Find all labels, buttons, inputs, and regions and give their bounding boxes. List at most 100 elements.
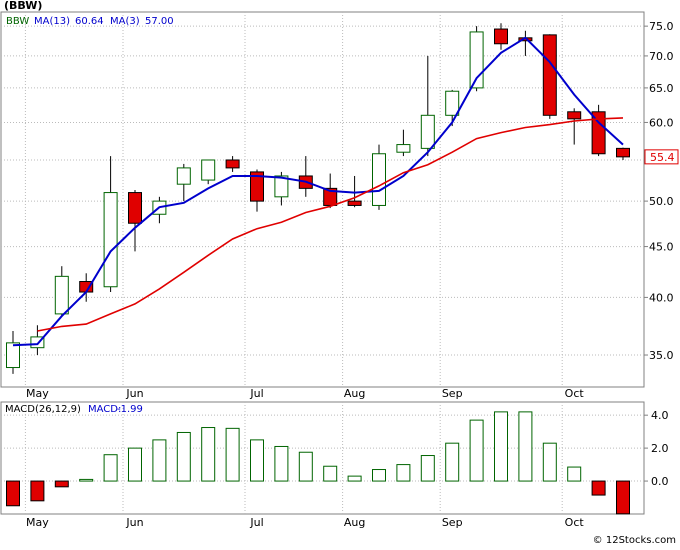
candle-body-up <box>396 144 411 153</box>
candle-body-up <box>103 192 118 288</box>
x-tick-label: Aug <box>344 387 365 400</box>
macd-bar-positive <box>298 451 313 482</box>
x-tick-label: Jul <box>249 387 263 400</box>
candle <box>225 156 240 172</box>
candle <box>250 169 264 212</box>
macd-legend: MACD(26,12,9) MACD: -1.99 <box>5 404 143 415</box>
candle-body-down <box>323 187 338 206</box>
candle <box>542 34 557 119</box>
macd-bar-positive <box>494 411 508 482</box>
candle <box>420 55 435 157</box>
macd-bar-positive <box>103 454 118 482</box>
macd-bar-positive <box>542 442 557 482</box>
macd-bar-positive <box>567 466 582 482</box>
macd-bar-positive <box>372 469 386 482</box>
x-tick-label: Oct <box>565 387 585 400</box>
x-tick-label: Jun <box>125 516 143 529</box>
candle-body-down <box>567 111 582 120</box>
candle <box>445 89 460 127</box>
macd-bar-positive <box>250 439 264 482</box>
candle-body-up <box>6 342 20 369</box>
candle-body-down <box>225 159 240 169</box>
x-tick-label: Sep <box>442 387 463 400</box>
candle <box>494 23 508 50</box>
macd-bar-positive <box>469 419 484 482</box>
x-tick-label: Sep <box>442 516 463 529</box>
macd-bar-negative <box>54 480 69 488</box>
macd-grid <box>1 402 644 514</box>
macd-x-axis: May Jun Jul Aug Sep Oct <box>26 516 584 529</box>
legend-ma13-label: MA(13) <box>34 16 70 27</box>
macd-bar-negative <box>30 480 45 502</box>
price-legend: BBW MA(13) 60.64 MA(3) 57.00 <box>6 16 174 27</box>
legend-ma3-label: MA(3) <box>110 16 140 27</box>
candle <box>6 331 20 374</box>
candle <box>201 159 216 185</box>
candle <box>176 163 191 202</box>
price-tick-label: 50.0 <box>649 195 674 208</box>
candle <box>347 175 362 208</box>
price-tick-label: 45.0 <box>649 241 674 254</box>
macd-legend-value: -1.99 <box>117 404 143 415</box>
macd-legend-value-label: MACD: <box>88 404 121 415</box>
macd-tick-label: 2.0 <box>651 442 669 455</box>
candle-body-up <box>201 159 216 181</box>
macd-bar-negative <box>6 480 20 507</box>
price-tick-label: 60.0 <box>649 116 674 129</box>
candle-body-down <box>494 28 508 45</box>
price-tick-label: 75.0 <box>649 20 674 33</box>
price-tick-label: 65.0 <box>649 82 674 95</box>
macd-bar-positive <box>274 445 289 482</box>
macd-panel: 0.0 2.0 4.0 MACD(26,12,9) MACD: -1.99 <box>0 401 669 515</box>
x-tick-label: May <box>26 516 49 529</box>
candle-body-down <box>542 34 557 116</box>
macd-tick-label: 4.0 <box>651 409 669 422</box>
macd-bar-positive <box>323 465 338 482</box>
candle-body-down <box>347 200 362 206</box>
candle <box>54 266 69 317</box>
macd-bar-positive <box>347 475 362 482</box>
candle-body-up <box>420 114 435 149</box>
macd-bar-positive <box>152 439 167 482</box>
macd-bar-negative <box>616 480 630 515</box>
candle <box>567 108 582 145</box>
candle <box>616 147 630 160</box>
macd-bar-positive <box>176 431 191 482</box>
price-grid <box>1 12 644 387</box>
x-tick-label: Oct <box>565 516 585 529</box>
macd-bar-positive <box>518 411 533 482</box>
candle <box>103 156 118 293</box>
macd-bar-positive <box>201 427 216 482</box>
candle-body-up <box>176 167 191 185</box>
price-tick-label: 40.0 <box>649 291 674 304</box>
candle-body-up <box>372 153 386 206</box>
macd-bar-positive <box>79 478 94 482</box>
price-x-axis: May Jun Jul Aug Sep Oct <box>26 387 584 400</box>
macd-bars <box>6 411 630 515</box>
candle <box>128 190 142 252</box>
candle-body-up <box>274 175 289 198</box>
candle <box>396 129 411 157</box>
x-tick-label: Jul <box>249 516 263 529</box>
macd-bar-positive <box>225 427 240 482</box>
macd-tick-label: 0.0 <box>651 475 669 488</box>
candle <box>591 104 606 157</box>
candle-body-up <box>54 275 69 315</box>
macd-bar-positive <box>128 447 142 482</box>
candle <box>469 26 484 92</box>
last-price-box <box>644 149 679 165</box>
macd-bar-positive <box>445 442 460 482</box>
copyright-footer: © 12Stocks.com <box>593 535 676 546</box>
ma13-line <box>12 36 624 347</box>
ma3-line <box>37 117 624 332</box>
chart-title: (BBW) <box>4 0 42 12</box>
macd-legend-label: MACD(26,12,9) <box>5 404 81 415</box>
candle-body-down <box>591 111 606 155</box>
x-tick-label: Aug <box>344 516 365 529</box>
candle <box>323 173 338 209</box>
price-tick-label: 35.0 <box>649 349 674 362</box>
candle-body-up <box>30 336 45 349</box>
price-panel: 35.040.045.050.055.060.065.070.075.0 55.… <box>0 0 679 388</box>
candle-body-down <box>616 147 630 158</box>
